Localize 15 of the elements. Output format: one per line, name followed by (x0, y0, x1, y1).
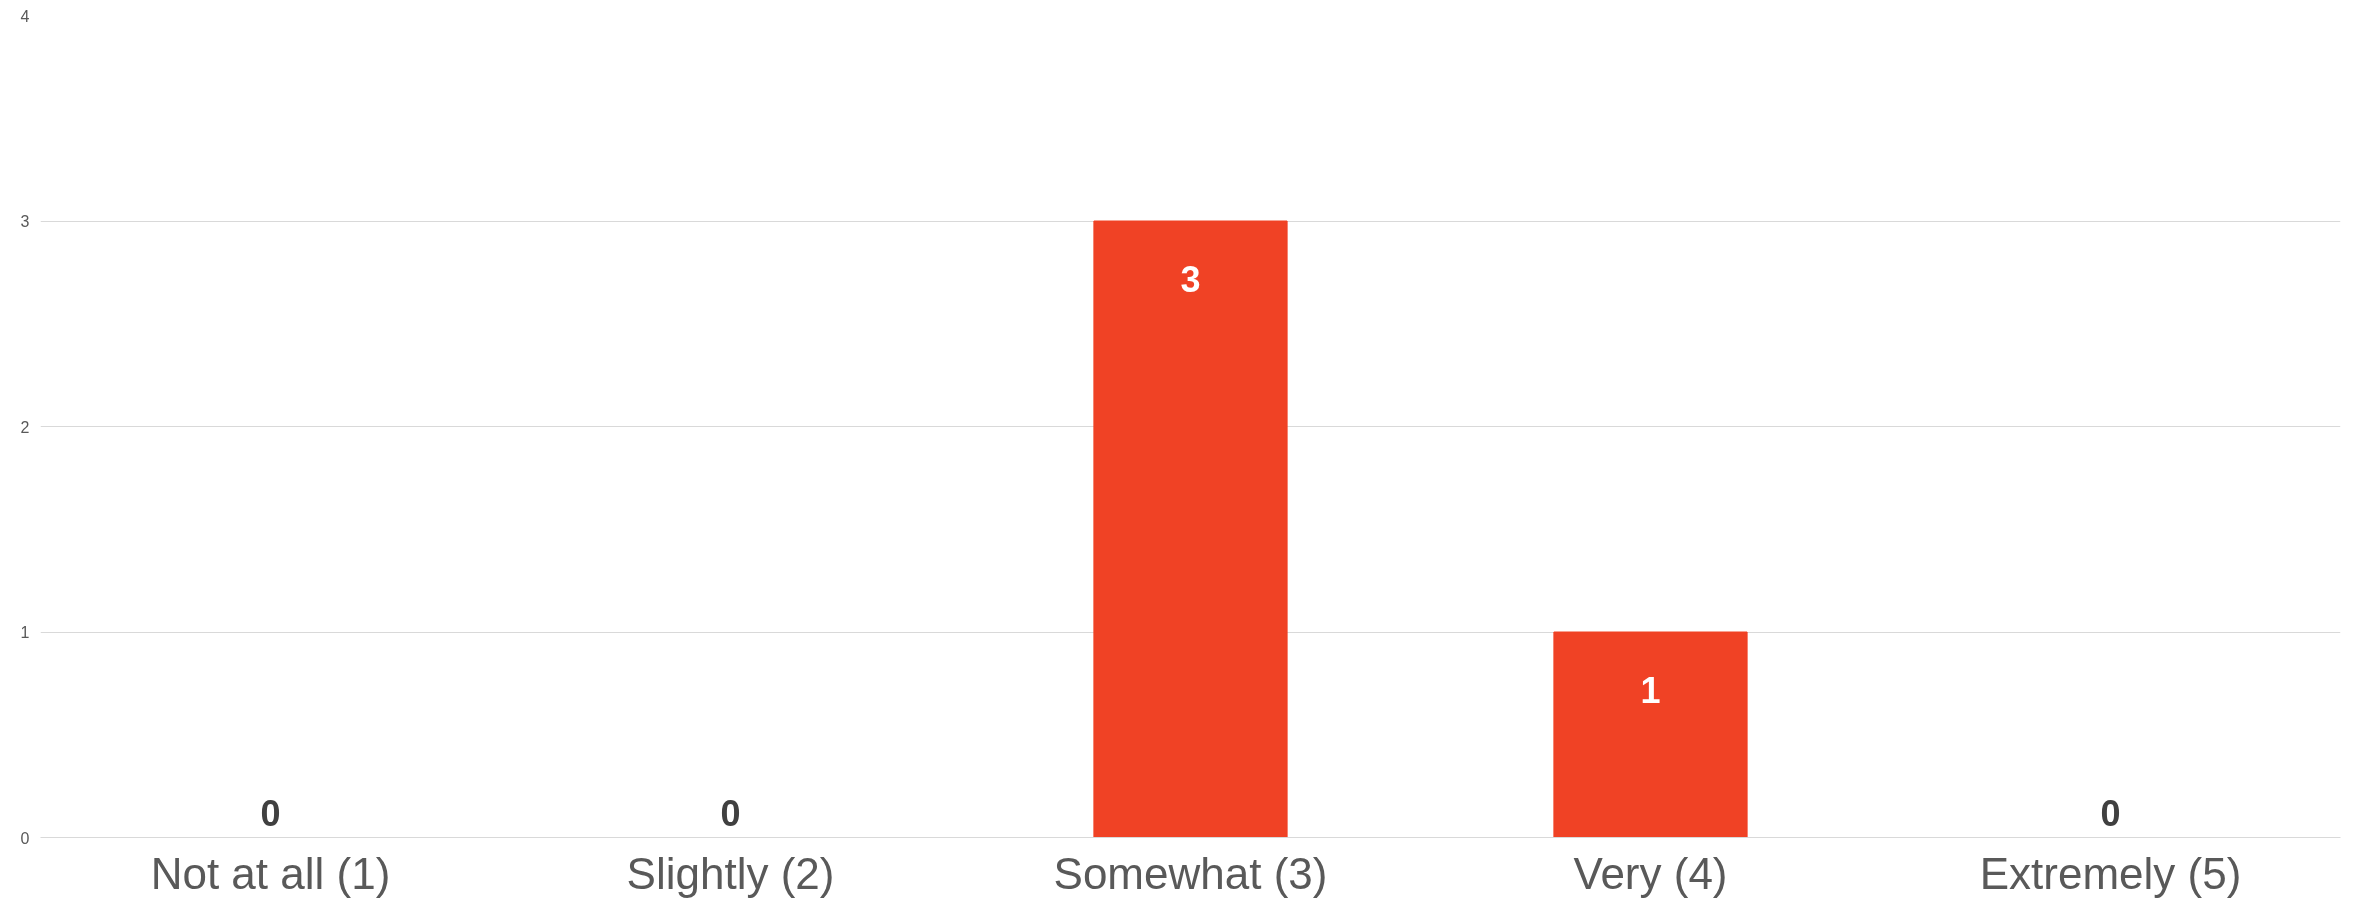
x-tick-label: Not at all (1) (150, 848, 391, 898)
data-label: 3 (1180, 258, 1201, 300)
data-label: 0 (260, 792, 281, 834)
y-tick-label: 4 (20, 7, 30, 25)
y-tick-label: 0 (20, 829, 30, 847)
data-label: 0 (2100, 792, 2121, 834)
x-tick-label: Somewhat (3) (1053, 848, 1328, 898)
y-tick-label: 2 (20, 418, 30, 436)
data-label: 1 (1640, 669, 1661, 711)
x-tick-label: Slightly (2) (626, 848, 835, 898)
data-label: 0 (720, 792, 741, 834)
x-tick-label: Very (4) (1573, 848, 1728, 898)
y-tick-label: 1 (20, 624, 30, 641)
x-tick-label: Extremely (5) (1979, 848, 2242, 898)
y-tick-label: 3 (20, 213, 30, 230)
